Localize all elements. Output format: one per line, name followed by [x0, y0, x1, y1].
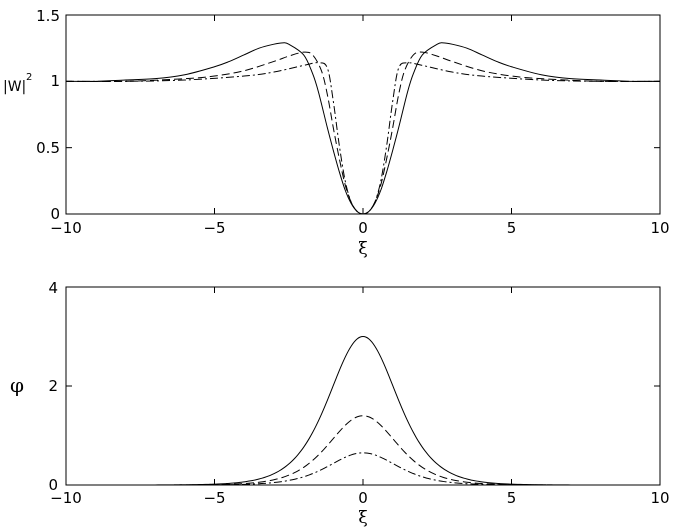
- top-ytick-3: 1.5: [36, 7, 60, 25]
- bottom-xtick-3: 5: [507, 489, 517, 507]
- top-ticks: [65, 14, 661, 215]
- top-ylabel-superscript: 2: [26, 72, 32, 83]
- top-xtick-0: −10: [50, 219, 82, 237]
- top-ytick-0: 0: [50, 205, 60, 223]
- top-xtick-3: 5: [507, 219, 517, 237]
- bottom-plot-frame: [65, 286, 661, 486]
- bottom-ytick-0: 0: [48, 476, 58, 494]
- bottom-xtick-1: −5: [203, 489, 225, 507]
- top-xlabel: ξ: [358, 239, 367, 259]
- top-plot-frame: [65, 14, 661, 215]
- top-panel: 0 0.5 1 1.5 −10 −5 0 5 10 ξ |W| 2: [3, 7, 670, 259]
- top-xtick-2: 0: [358, 219, 368, 237]
- top-ylabel: |W|: [3, 79, 26, 95]
- top-series-group: [65, 42, 661, 215]
- series-line-dashdot: [65, 62, 661, 215]
- top-xtick-4: 10: [650, 219, 669, 237]
- series-line-dashdot: [66, 452, 660, 486]
- bottom-series-group: [66, 335, 660, 486]
- top-ytick-2: 1: [50, 72, 60, 90]
- bottom-xlabel: ξ: [358, 508, 367, 528]
- top-xtick-1: −5: [203, 219, 225, 237]
- bottom-xtick-2: 0: [358, 489, 368, 507]
- bottom-ylabel: φ: [10, 373, 24, 397]
- bottom-xtick-0: −10: [50, 489, 82, 507]
- bottom-ytick-1: 2: [48, 377, 58, 395]
- bottom-ytick-2: 4: [48, 279, 58, 297]
- top-ytick-1: 0.5: [36, 139, 60, 157]
- bottom-xtick-4: 10: [650, 489, 669, 507]
- bottom-panel: 0 2 4 −10 −5 0 5 10 ξ φ: [10, 279, 670, 528]
